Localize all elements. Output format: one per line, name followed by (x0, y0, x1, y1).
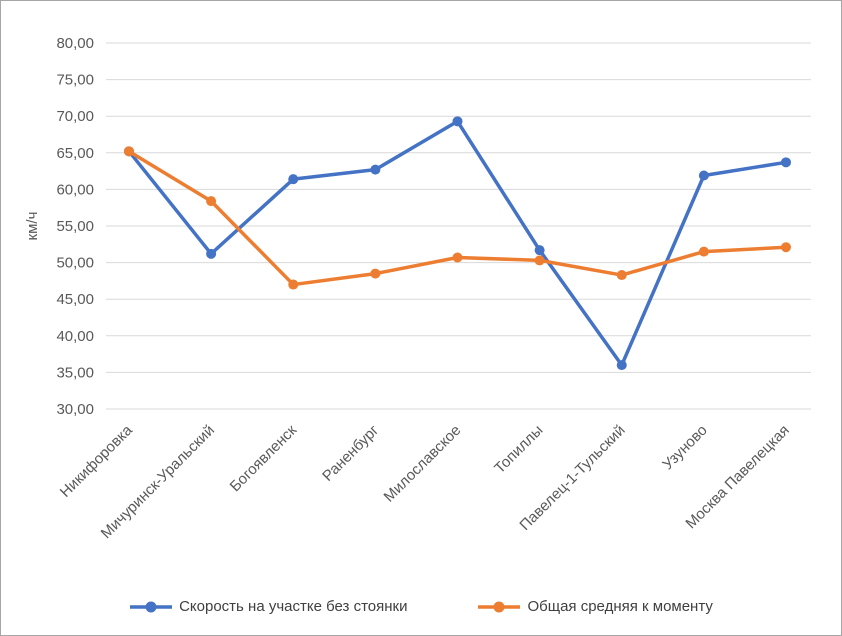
y-axis-title: км/ч (24, 212, 41, 241)
legend-line-marker-icon (478, 601, 521, 612)
x-category-label: Никифоровка (57, 421, 136, 500)
data-point-marker[interactable] (534, 255, 545, 266)
y-tick-label: 70,00 (56, 108, 94, 125)
y-tick-label: 60,00 (56, 181, 94, 198)
y-tick-label: 65,00 (56, 145, 94, 162)
series-line-0[interactable] (127, 119, 788, 367)
data-point-marker[interactable] (616, 360, 627, 371)
data-point-marker[interactable] (781, 157, 791, 168)
x-category-label: Раненбург (319, 421, 382, 484)
y-tick-label: 35,00 (56, 364, 94, 381)
y-tick-label: 55,00 (56, 218, 94, 235)
data-point-marker[interactable] (698, 170, 709, 181)
data-point-marker[interactable] (288, 174, 299, 185)
x-category-label: Богоявленск (227, 421, 301, 495)
data-point-marker[interactable] (206, 248, 217, 259)
legend-item-overall-average[interactable]: Общая средняя к моменту (477, 598, 713, 615)
y-tick-label: 45,00 (56, 291, 94, 308)
data-point-marker[interactable] (370, 268, 381, 279)
data-point-marker[interactable] (206, 196, 217, 207)
legend-label-overall-average: Общая средняя к моменту (527, 598, 713, 615)
legend-label-speed-without-stop: Скорость на участке без стоянки (179, 598, 408, 615)
data-point-marker[interactable] (534, 245, 545, 256)
data-point-marker[interactable] (452, 252, 463, 263)
data-point-marker[interactable] (288, 279, 299, 290)
data-point-marker[interactable] (124, 146, 134, 157)
x-category-label: Милославское (381, 422, 465, 506)
legend-item-speed-without-stop[interactable]: Скорость на участке без стоянки (129, 598, 407, 615)
data-point-marker[interactable] (781, 242, 791, 253)
chart-legend: Скорость на участке без стоянки Общая ср… (1, 598, 841, 615)
x-category-label: Топиллы (491, 422, 546, 477)
x-category-label: Узуново (659, 422, 710, 473)
series-line-1[interactable] (127, 149, 788, 287)
legend-line-marker-icon (130, 601, 173, 612)
y-tick-label: 80,00 (56, 35, 94, 52)
y-tick-label: 30,00 (56, 401, 94, 418)
plot-area: 30,00 35,00 40,00 45,00 50,00 55,00 60,00 65,00… (24, 35, 811, 542)
data-point-marker[interactable] (452, 116, 463, 127)
data-point-marker[interactable] (698, 246, 709, 257)
data-point-marker[interactable] (616, 270, 627, 281)
data-point-marker[interactable] (370, 164, 381, 175)
y-tick-label: 75,00 (56, 72, 94, 89)
y-tick-label: 40,00 (56, 328, 94, 345)
y-tick-label: 50,00 (56, 255, 94, 272)
